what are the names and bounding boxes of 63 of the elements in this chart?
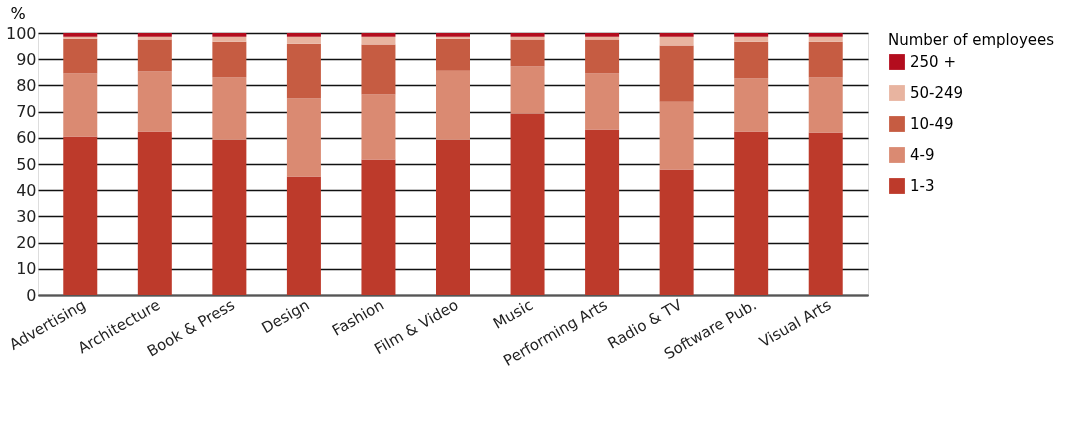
bar	[659, 36, 694, 46]
bar	[286, 36, 321, 44]
bar	[510, 113, 545, 295]
y-tick-label: 10	[16, 259, 37, 279]
y-tick-label: 80	[16, 75, 37, 95]
bar	[659, 33, 694, 37]
bar	[510, 66, 545, 114]
bar	[436, 139, 470, 295]
legend-label: 10-49	[910, 115, 954, 133]
bar	[585, 73, 620, 130]
legend-label: 50-249	[910, 84, 964, 102]
y-tick-label: 50	[16, 154, 37, 174]
bar	[734, 33, 769, 37]
bar	[510, 39, 545, 67]
y-tick-label: 90	[16, 49, 37, 69]
bar	[212, 33, 247, 37]
bar	[361, 44, 396, 95]
bar	[212, 77, 247, 140]
bar	[585, 39, 620, 74]
bar	[286, 176, 321, 295]
bar	[361, 33, 396, 37]
bar	[734, 78, 769, 132]
bar	[734, 131, 769, 295]
bar	[361, 36, 396, 45]
bar	[659, 45, 694, 102]
bar	[212, 139, 247, 295]
y-tick-label: 30	[16, 206, 37, 226]
bar	[808, 36, 843, 42]
bar	[286, 33, 321, 37]
legend-title: Number of employees	[888, 31, 1055, 49]
bar	[659, 169, 694, 295]
bar	[361, 94, 396, 160]
bar	[212, 41, 247, 78]
y-tick-label: 0	[26, 285, 37, 305]
bar	[286, 43, 321, 99]
bar	[361, 159, 396, 295]
y-tick-label: 40	[16, 180, 37, 200]
y-tick-label: 60	[16, 128, 37, 148]
legend-label: 4-9	[910, 146, 935, 164]
y-tick-label: 20	[16, 233, 37, 253]
bar	[808, 33, 843, 37]
bar	[734, 36, 769, 42]
bar	[436, 38, 470, 71]
bar	[212, 36, 247, 42]
bar	[63, 136, 98, 295]
bar	[137, 131, 172, 295]
bar	[286, 98, 321, 177]
bar	[585, 129, 620, 295]
bar	[734, 41, 769, 79]
bar	[137, 39, 172, 72]
bar	[137, 71, 172, 132]
bar	[808, 77, 843, 133]
bar	[436, 70, 470, 140]
bar	[808, 132, 843, 295]
legend-label: 250 +	[910, 53, 956, 71]
y-tick-label: 100	[5, 23, 37, 43]
bar	[63, 38, 98, 74]
bar	[808, 41, 843, 78]
bar	[63, 73, 98, 137]
bar	[659, 101, 694, 170]
legend-label: 1-3	[910, 177, 935, 195]
y-axis-title: %	[10, 3, 26, 23]
y-tick-label: 70	[16, 102, 37, 122]
